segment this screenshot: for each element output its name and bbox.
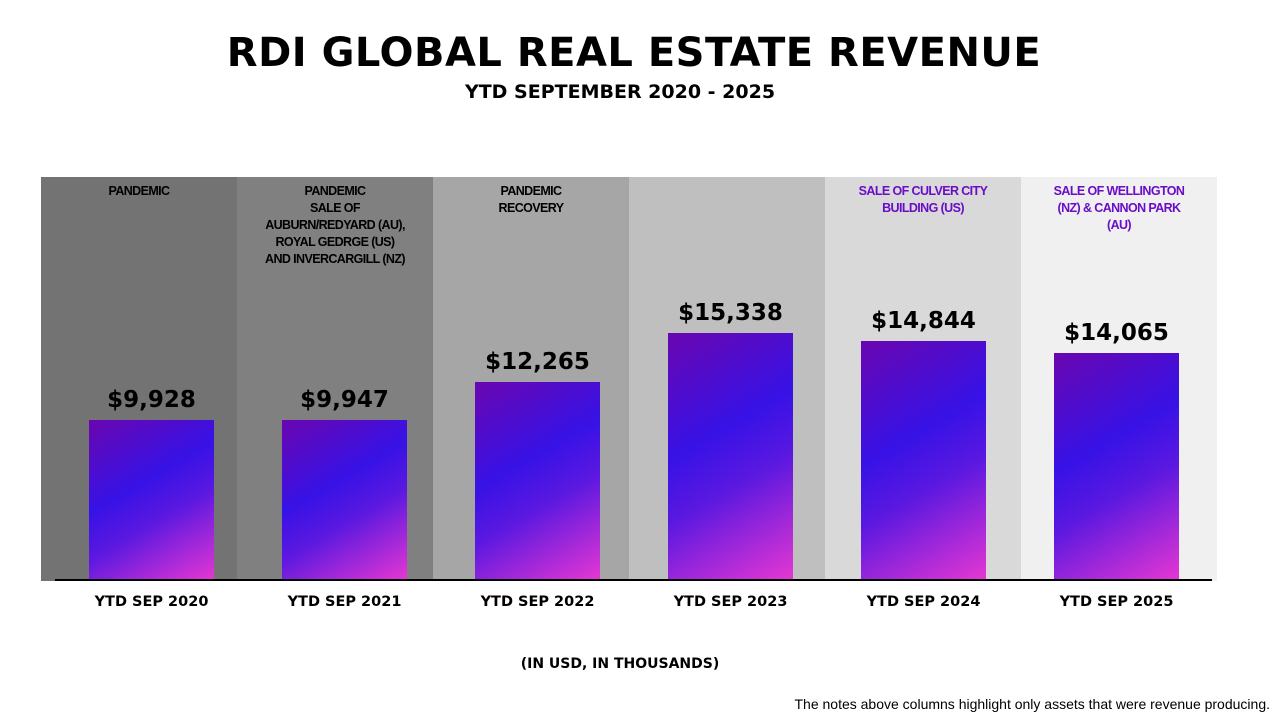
bar xyxy=(89,419,214,580)
x-tick-label: YTD SEP 2020 xyxy=(94,594,209,610)
data-label: $15,338 xyxy=(678,299,783,326)
x-tick-label: YTD SEP 2021 xyxy=(287,594,402,610)
column-note: SALE OF WELLINGTON (NZ) & CANNON PARK (A… xyxy=(1053,184,1185,232)
bar xyxy=(475,382,600,580)
x-tick-label: YTD SEP 2023 xyxy=(673,594,788,610)
data-label: $14,065 xyxy=(1064,320,1169,347)
column-note: SALE OF CULVER CITY BUILDING (US) xyxy=(858,184,988,215)
footnote: The notes above columns highlight only a… xyxy=(794,696,1270,712)
x-tick-label: YTD SEP 2025 xyxy=(1059,594,1174,610)
data-label: $9,928 xyxy=(107,386,196,413)
x-tick-label: YTD SEP 2022 xyxy=(480,594,595,610)
chart-title: RDI GLOBAL REAL ESTATE REVENUE xyxy=(226,30,1042,76)
column-note: PANDEMIC SALE OF AUBURN/REDYARD (AU), RO… xyxy=(265,184,406,266)
bar xyxy=(861,340,986,580)
chart-subtitle: YTD SEPTEMBER 2020 - 2025 xyxy=(464,81,776,103)
bar xyxy=(1054,353,1179,580)
x-axis-line xyxy=(55,579,1212,581)
data-label: $9,947 xyxy=(300,386,389,413)
column-note: PANDEMIC RECOVERY xyxy=(498,184,564,215)
bar xyxy=(282,419,407,580)
x-axis-label: (IN USD, IN THOUSANDS) xyxy=(520,656,720,672)
bar xyxy=(668,332,793,580)
column-note: PANDEMIC xyxy=(108,184,171,198)
data-label: $14,844 xyxy=(871,307,976,334)
data-label: $12,265 xyxy=(485,349,590,376)
x-tick-label: YTD SEP 2024 xyxy=(866,594,981,610)
